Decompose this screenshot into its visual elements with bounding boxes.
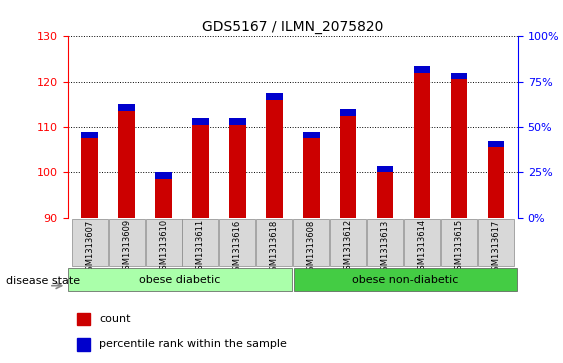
Bar (414, 73, 430, 218)
Bar (77, 313, 90, 325)
Bar (266, 93, 283, 100)
Bar (340, 109, 356, 116)
Text: GSM1313613: GSM1313613 (381, 219, 390, 276)
Bar (293, 268, 517, 291)
Text: count: count (99, 314, 131, 324)
Text: obese diabetic: obese diabetic (140, 274, 221, 285)
Bar (330, 219, 366, 266)
Bar (229, 118, 245, 125)
Text: GSM1313608: GSM1313608 (307, 219, 316, 276)
Text: disease state: disease state (6, 276, 80, 286)
Bar (192, 125, 209, 218)
Bar (303, 138, 320, 218)
Bar (303, 132, 320, 138)
Bar (118, 111, 135, 218)
Bar (450, 73, 467, 79)
Text: GSM1313607: GSM1313607 (85, 219, 94, 276)
Bar (340, 116, 356, 218)
Bar (488, 140, 504, 147)
Bar (77, 338, 90, 351)
Bar (478, 219, 514, 266)
Title: GDS5167 / ILMN_2075820: GDS5167 / ILMN_2075820 (202, 20, 383, 34)
Text: GSM1313612: GSM1313612 (343, 219, 352, 276)
Text: GSM1313615: GSM1313615 (454, 219, 463, 276)
Bar (145, 219, 182, 266)
Text: GSM1313609: GSM1313609 (122, 219, 131, 276)
Bar (229, 125, 245, 218)
Bar (192, 118, 209, 125)
Text: GSM1313617: GSM1313617 (491, 219, 501, 276)
Text: percentile rank within the sample: percentile rank within the sample (99, 339, 287, 349)
Text: GSM1313614: GSM1313614 (418, 219, 427, 276)
Text: GSM1313616: GSM1313616 (233, 219, 242, 276)
Bar (72, 219, 108, 266)
Bar (82, 138, 98, 218)
Bar (256, 219, 292, 266)
Bar (68, 268, 292, 291)
Bar (293, 219, 329, 266)
Bar (82, 132, 98, 138)
Bar (404, 219, 440, 266)
Text: GSM1313611: GSM1313611 (196, 219, 205, 276)
Text: GSM1313610: GSM1313610 (159, 219, 168, 276)
Bar (450, 79, 467, 218)
Bar (488, 147, 504, 218)
Bar (118, 105, 135, 111)
Bar (182, 219, 218, 266)
Text: GSM1313618: GSM1313618 (270, 219, 279, 276)
Bar (414, 66, 430, 73)
Text: obese non-diabetic: obese non-diabetic (352, 274, 458, 285)
Bar (109, 219, 145, 266)
Bar (155, 172, 172, 179)
Bar (266, 100, 283, 218)
Bar (367, 219, 403, 266)
Bar (377, 166, 394, 172)
Bar (155, 179, 172, 218)
Bar (377, 172, 394, 218)
Bar (441, 219, 477, 266)
Bar (220, 219, 256, 266)
